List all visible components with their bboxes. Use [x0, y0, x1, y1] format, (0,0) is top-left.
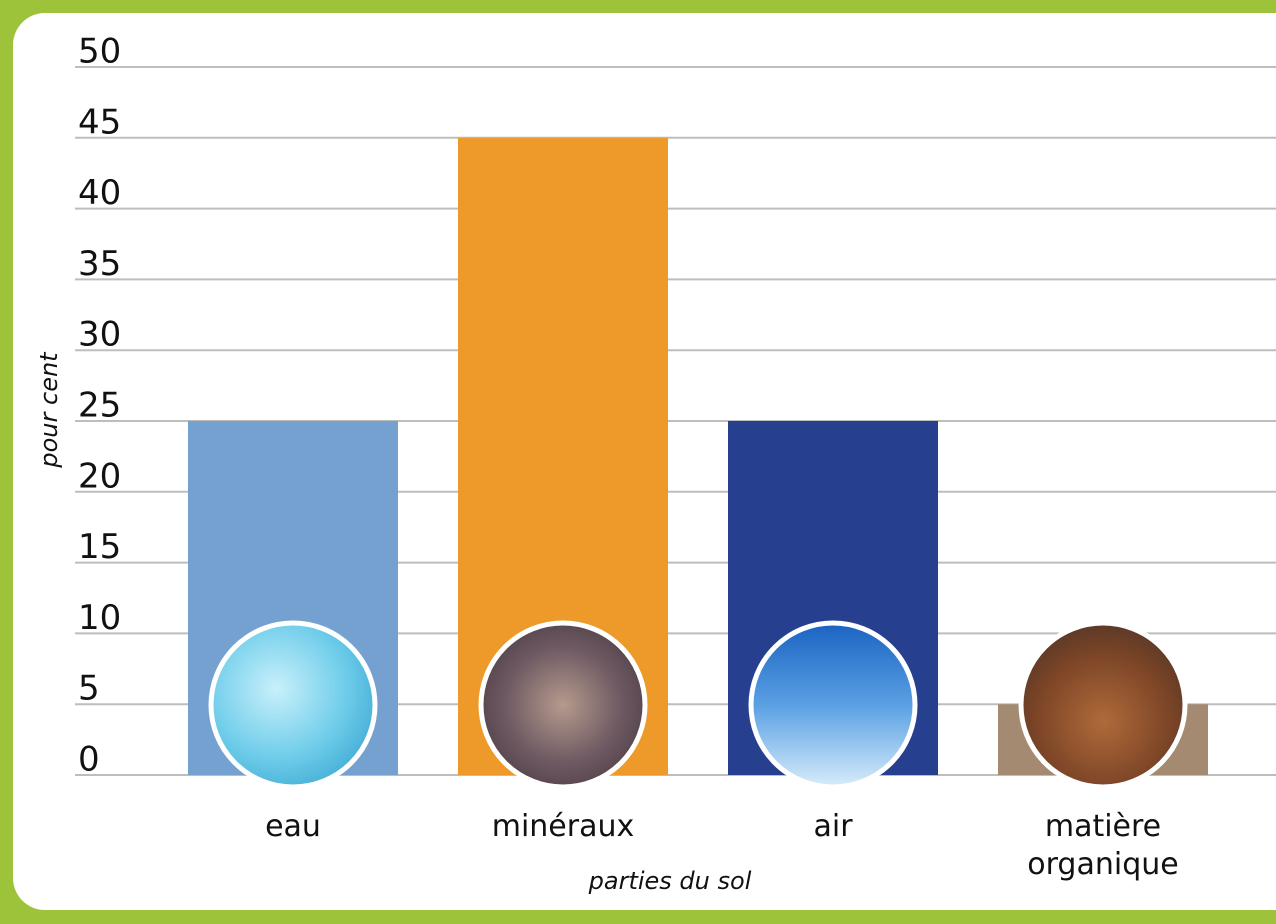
y-axis-label: pour cent [35, 351, 63, 469]
x-tick-label: air [733, 808, 933, 846]
y-tick-label: 30 [78, 315, 121, 355]
category-photo [1021, 623, 1185, 787]
x-axis-label: parties du sol [588, 867, 752, 895]
y-tick-label: 5 [78, 669, 100, 709]
x-tick-label: eau [193, 808, 393, 846]
y-tick-label: 10 [78, 598, 121, 638]
y-tick-label: 40 [78, 173, 121, 213]
y-tick-label: 20 [78, 456, 121, 496]
chart: 0 5 10 15 20 25 30 35 40 45 50 pour cent parties d… [0, 0, 1276, 924]
x-tick-label: matière organique [1003, 808, 1203, 884]
y-tick-label: 15 [78, 527, 121, 567]
y-tick-label: 25 [78, 386, 121, 426]
category-photo [211, 623, 375, 787]
category-photo [481, 623, 645, 787]
y-tick-label: 35 [78, 244, 121, 284]
y-tick-label: 45 [78, 102, 121, 142]
category-photo [751, 623, 915, 787]
y-tick-label: 50 [78, 32, 121, 72]
page: 0 5 10 15 20 25 30 35 40 45 50 pour cent parties d… [0, 0, 1276, 924]
y-tick-label: 0 [78, 740, 100, 780]
x-tick-label: minéraux [463, 808, 663, 846]
